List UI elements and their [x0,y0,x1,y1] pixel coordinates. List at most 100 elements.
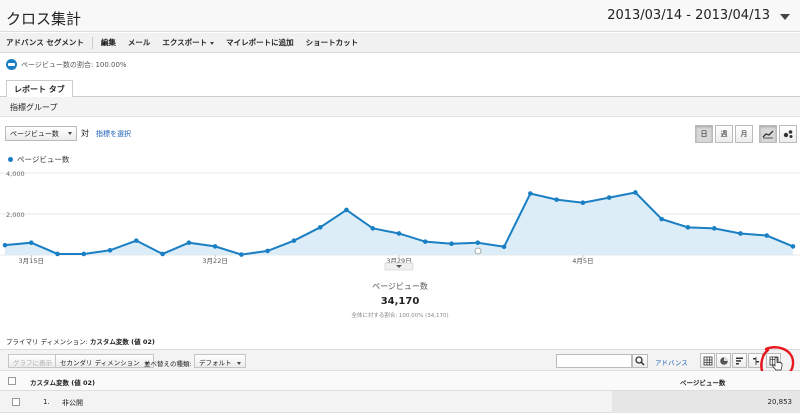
x-tick-label: 3月29日 [386,257,411,265]
row-index: 1. [43,398,50,406]
chevron-down-icon[interactable] [780,14,790,20]
period-day-button[interactable]: 日 [695,125,713,143]
add-to-dashboard-button[interactable]: マイレポートに追加 [226,38,294,47]
sort-type-dropdown[interactable]: デフォルト [194,354,246,368]
chart-type-buttons [757,125,797,143]
data-point[interactable] [422,239,428,244]
tab-report[interactable]: レポート タブ [6,80,73,98]
advanced-filter-link[interactable]: アドバンス [655,359,688,367]
motion-chart-icon [783,130,793,138]
data-point[interactable] [55,251,60,257]
data-point[interactable] [107,247,113,253]
email-button[interactable]: メール [127,38,151,47]
primary-dimension-label: プライマリ ディメンション: [6,338,88,346]
data-point[interactable] [633,190,638,195]
secondary-dimension-dropdown[interactable]: セカンダリ ディメンション [55,354,154,368]
chart-zoom-handle [474,247,482,255]
data-point[interactable] [265,248,270,254]
data-point[interactable] [606,195,612,200]
data-point[interactable] [764,233,770,238]
chevron-down-icon [68,132,72,135]
data-point[interactable] [134,238,139,243]
date-range-picker[interactable]: 2013/03/14 - 2013/04/13 [607,8,770,23]
dimension-column-header[interactable]: カスタム変数 (値 02) [30,379,96,387]
motion-chart-button[interactable] [779,125,797,143]
pie-chart-icon [719,356,728,365]
export-button[interactable]: エクスポート [156,37,220,48]
table-row: 1. 非公開 20,853 [0,391,800,413]
y-tick-labels: 4,000 2,000 [6,170,25,219]
data-point[interactable] [291,238,297,243]
primary-dimension: プライマリ ディメンション: カスタム変数 (値 02) [6,336,155,346]
data-point[interactable] [317,225,323,230]
data-point[interactable] [711,226,717,231]
table-view-button[interactable] [700,353,715,368]
row-checkbox[interactable] [12,398,20,406]
chevron-down-icon [210,41,215,45]
metric-column-header[interactable]: ページビュー数 [680,379,726,387]
comparison-icon [752,356,759,365]
table-search-input[interactable] [556,354,632,368]
y-tick-label: 2,000 [6,211,25,219]
data-point[interactable] [81,251,87,257]
data-point[interactable] [2,242,8,248]
summary-value: 34,170 [380,296,420,307]
segment-indicator: ページビュー数の割合: 100.00% [6,59,127,70]
line-chart-button[interactable] [759,125,777,143]
series-area [5,192,793,255]
advanced-segments-button[interactable]: アドバンス セグメント [6,38,84,47]
data-point[interactable] [28,240,34,245]
data-point[interactable] [344,207,349,213]
report-tabs: レポート タブ [0,78,800,98]
page-title: クロス集計 [6,10,82,28]
period-month-button[interactable]: 月 [735,125,753,143]
sort-type-label: 並べ替えの種類: [144,360,192,368]
table-toolbar: グラフに表示 セカンダリ ディメンション 並べ替えの種類: デフォルト アドバン… [0,349,800,371]
metric-group-tab[interactable]: 指標グループ [10,103,58,112]
data-point[interactable] [212,244,218,249]
data-point[interactable] [160,251,165,257]
data-point[interactable] [528,191,533,196]
data-point[interactable] [475,240,481,245]
period-week-button[interactable]: 週 [715,125,733,143]
chevron-down-icon [144,361,149,365]
data-point[interactable] [186,240,192,245]
pivot-table-icon [769,356,778,365]
select-metric-link[interactable]: 指標を選択 [96,130,131,138]
legend-dot-icon [8,157,13,162]
row-dimension-value[interactable]: 非公開 [62,399,83,407]
data-point[interactable] [554,197,559,202]
table-header: カスタム変数 (値 02) ページビュー数 [0,371,800,391]
shortcut-button[interactable]: ショートカット [305,38,359,47]
y-tick-label: 4,000 [6,170,25,178]
data-point[interactable] [396,231,402,236]
select-all-checkbox[interactable] [8,377,16,385]
data-point[interactable] [239,252,244,257]
data-point[interactable] [580,200,586,206]
chevron-down-icon [396,265,402,268]
edit-button[interactable]: 編集 [100,38,116,47]
x-tick-label: 4月5日 [572,257,593,265]
summary-label: ページビュー数 [372,282,428,291]
period-buttons: 日 週 月 [693,125,753,143]
data-point[interactable] [685,225,691,230]
secondary-dimension-label: セカンダリ ディメンション [60,359,140,367]
data-point[interactable] [370,226,376,231]
search-icon [635,356,645,366]
metric-dropdown[interactable]: ページビュー数 [5,126,77,141]
row-metric-value: 20,853 [767,398,793,406]
data-point[interactable] [659,216,664,222]
data-point[interactable] [501,244,507,250]
data-point[interactable] [790,244,796,249]
search-button[interactable] [632,354,648,368]
grid-view-icon [703,356,712,365]
performance-view-button[interactable] [732,353,747,368]
data-point[interactable] [449,241,454,247]
segment-label: ページビュー数の割合: 100.00% [21,60,127,69]
plot-rows-button[interactable]: グラフに表示 [8,354,57,368]
pie-view-button[interactable] [716,353,731,368]
sort-type-value: デフォルト [199,359,232,367]
data-point[interactable] [738,231,743,236]
report-toolbar: アドバンス セグメント 編集 メール エクスポート マイレポートに追加 ショート… [0,33,800,53]
legend-label: ページビュー数 [17,155,70,164]
